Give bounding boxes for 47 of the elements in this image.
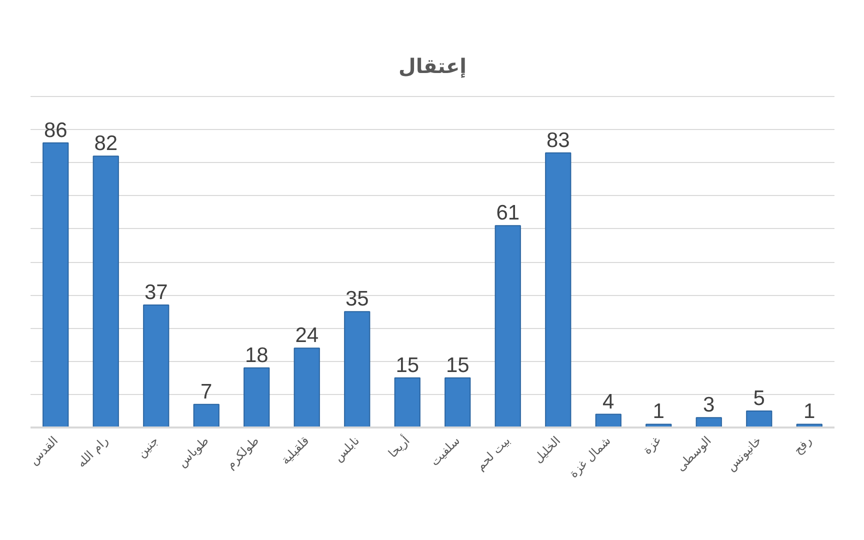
x-tick-label: شمال غزة — [566, 434, 614, 480]
data-label: 7 — [200, 380, 212, 404]
bar — [746, 410, 772, 428]
bar — [394, 377, 420, 428]
data-label: 24 — [295, 324, 319, 348]
x-tick-label: جنين — [134, 434, 162, 460]
x-tick-label: غزة — [640, 434, 664, 458]
bar — [344, 311, 370, 428]
data-label: 1 — [804, 400, 816, 424]
bar — [42, 142, 69, 428]
x-tick-label: رام الله — [74, 433, 111, 470]
x-tick-label: سلفيت — [428, 434, 463, 469]
data-label: 1 — [652, 400, 664, 424]
x-tick-label: القدس — [26, 434, 61, 468]
bar — [92, 156, 119, 428]
bar — [294, 348, 320, 428]
data-label: 35 — [345, 288, 369, 311]
data-label: 83 — [546, 128, 570, 152]
data-label: 15 — [446, 354, 470, 377]
data-label: 3 — [703, 394, 715, 417]
chart-title: إعتقال — [398, 54, 466, 78]
bar — [595, 414, 622, 428]
x-tick-label: نابلس — [331, 434, 362, 464]
x-tick-label: رفح — [790, 433, 814, 458]
x-tick-label: الوسطى — [673, 434, 714, 474]
bar — [494, 225, 521, 428]
data-label: 86 — [44, 118, 68, 142]
x-tick-label: طولكرم — [223, 434, 262, 472]
bar — [244, 367, 270, 428]
x-tick-label: خانيونس — [724, 434, 764, 474]
data-label: 18 — [244, 344, 268, 367]
data-label: 37 — [144, 281, 168, 304]
x-tick-label: الخليل — [530, 434, 564, 466]
x-tick-label: طوباس — [174, 434, 212, 470]
bar — [444, 377, 471, 428]
bar — [143, 304, 170, 428]
data-label: 61 — [496, 202, 520, 225]
x-tick-label: قلقيلية — [278, 434, 312, 468]
data-label: 82 — [94, 132, 118, 156]
data-label: 5 — [753, 386, 765, 410]
data-label: 15 — [396, 354, 420, 377]
data-label: 4 — [602, 390, 615, 414]
bar — [193, 404, 220, 428]
bar — [696, 417, 722, 428]
x-tick-label: بيت لحم — [473, 434, 513, 474]
x-tick-label: أريحا — [384, 432, 412, 460]
bar — [545, 152, 572, 428]
